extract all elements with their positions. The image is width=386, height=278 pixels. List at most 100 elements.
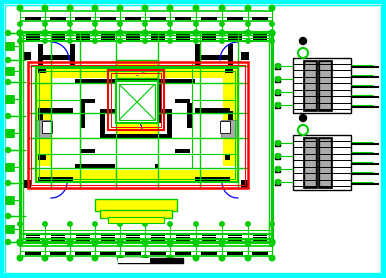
Circle shape bbox=[17, 31, 22, 36]
Bar bbox=[253, 36, 267, 40]
Circle shape bbox=[43, 39, 47, 43]
Bar bbox=[118, 258, 183, 263]
Bar bbox=[111, 73, 161, 127]
Circle shape bbox=[17, 240, 22, 244]
Bar bbox=[20, 32, 272, 242]
Circle shape bbox=[68, 39, 72, 43]
Circle shape bbox=[42, 255, 48, 261]
Bar bbox=[201, 17, 217, 20]
Bar bbox=[100, 210, 172, 218]
Bar bbox=[28, 62, 248, 188]
Circle shape bbox=[270, 39, 274, 43]
Bar bbox=[5, 196, 14, 204]
Circle shape bbox=[5, 31, 10, 36]
Bar bbox=[155, 79, 195, 83]
Bar bbox=[225, 68, 233, 73]
Bar bbox=[51, 36, 64, 40]
Bar bbox=[5, 129, 14, 137]
Bar bbox=[31, 65, 245, 185]
Circle shape bbox=[276, 90, 281, 95]
Bar bbox=[228, 44, 233, 66]
Circle shape bbox=[143, 22, 147, 26]
Bar bbox=[125, 32, 139, 35]
Bar bbox=[253, 233, 267, 236]
Circle shape bbox=[42, 5, 48, 11]
Circle shape bbox=[43, 242, 47, 246]
Bar bbox=[95, 199, 177, 211]
Circle shape bbox=[67, 239, 73, 245]
Circle shape bbox=[194, 39, 198, 43]
Bar bbox=[36, 66, 238, 78]
Circle shape bbox=[194, 242, 198, 246]
Bar bbox=[6, 163, 13, 171]
Circle shape bbox=[117, 5, 123, 11]
Bar bbox=[42, 121, 52, 133]
Bar bbox=[176, 32, 190, 35]
Circle shape bbox=[18, 242, 22, 246]
Circle shape bbox=[245, 255, 251, 261]
Bar bbox=[303, 60, 317, 111]
Circle shape bbox=[269, 239, 275, 245]
Circle shape bbox=[68, 242, 72, 246]
Circle shape bbox=[17, 255, 23, 261]
Circle shape bbox=[246, 242, 250, 246]
Bar bbox=[5, 42, 14, 50]
Bar bbox=[227, 17, 243, 20]
Bar bbox=[75, 79, 115, 83]
Bar bbox=[202, 36, 216, 40]
Bar bbox=[228, 233, 242, 236]
Circle shape bbox=[5, 58, 10, 63]
Bar bbox=[158, 83, 162, 123]
Bar bbox=[227, 252, 243, 255]
Circle shape bbox=[67, 5, 73, 11]
Circle shape bbox=[117, 30, 123, 36]
Circle shape bbox=[219, 239, 225, 245]
Circle shape bbox=[276, 140, 281, 145]
Bar bbox=[116, 60, 158, 78]
Bar bbox=[116, 83, 120, 123]
Bar bbox=[253, 237, 267, 241]
Circle shape bbox=[168, 39, 172, 43]
Bar bbox=[176, 233, 190, 236]
Circle shape bbox=[194, 22, 198, 26]
Bar bbox=[6, 196, 13, 204]
Bar bbox=[176, 237, 190, 241]
Bar bbox=[125, 17, 141, 20]
Bar bbox=[220, 121, 230, 133]
Circle shape bbox=[93, 39, 97, 43]
Bar bbox=[25, 32, 39, 35]
Circle shape bbox=[93, 22, 97, 26]
Bar bbox=[5, 225, 14, 233]
Bar bbox=[35, 120, 51, 138]
Circle shape bbox=[18, 39, 22, 43]
Bar bbox=[25, 36, 39, 40]
Bar bbox=[151, 237, 164, 241]
Circle shape bbox=[117, 239, 123, 245]
Bar bbox=[195, 44, 200, 66]
Circle shape bbox=[276, 76, 281, 81]
Bar bbox=[75, 164, 115, 168]
Circle shape bbox=[219, 5, 225, 11]
Bar bbox=[100, 233, 115, 236]
Circle shape bbox=[194, 222, 198, 226]
Circle shape bbox=[246, 22, 250, 26]
Bar bbox=[116, 119, 158, 123]
Circle shape bbox=[68, 222, 72, 226]
Circle shape bbox=[168, 222, 172, 226]
Bar bbox=[275, 167, 280, 172]
Circle shape bbox=[117, 240, 122, 244]
Circle shape bbox=[142, 255, 148, 261]
Circle shape bbox=[18, 222, 22, 226]
Bar bbox=[5, 67, 14, 75]
Circle shape bbox=[5, 113, 10, 118]
Circle shape bbox=[168, 31, 173, 36]
Circle shape bbox=[245, 240, 251, 244]
Circle shape bbox=[168, 22, 172, 26]
Circle shape bbox=[142, 240, 147, 244]
Bar bbox=[76, 233, 90, 236]
Bar bbox=[23, 35, 269, 239]
Circle shape bbox=[276, 63, 281, 68]
Bar bbox=[275, 64, 280, 69]
Circle shape bbox=[43, 22, 47, 26]
Bar bbox=[76, 36, 90, 40]
